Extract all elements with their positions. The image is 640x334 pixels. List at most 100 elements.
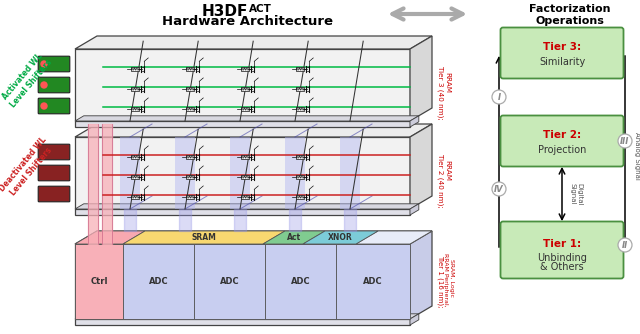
- Bar: [265, 244, 336, 319]
- Polygon shape: [75, 244, 410, 319]
- Circle shape: [492, 90, 506, 104]
- Text: IV: IV: [494, 184, 504, 193]
- Text: ADC: ADC: [363, 277, 383, 286]
- Polygon shape: [75, 314, 419, 319]
- Bar: [131, 175, 140, 179]
- Circle shape: [41, 82, 47, 88]
- Bar: [241, 155, 249, 159]
- Bar: [131, 107, 140, 111]
- Polygon shape: [303, 231, 378, 244]
- Bar: [241, 107, 249, 111]
- Polygon shape: [75, 209, 410, 215]
- Bar: [296, 67, 304, 71]
- Bar: [241, 175, 249, 179]
- Bar: [230, 137, 250, 209]
- FancyBboxPatch shape: [500, 116, 623, 167]
- Bar: [285, 137, 305, 209]
- FancyBboxPatch shape: [38, 144, 70, 160]
- Text: II: II: [622, 240, 628, 249]
- Bar: [340, 137, 360, 209]
- FancyBboxPatch shape: [38, 165, 70, 181]
- Polygon shape: [75, 319, 410, 325]
- Bar: [75, 244, 123, 319]
- Text: H3DF: H3DF: [202, 4, 248, 19]
- Text: Unbinding: Unbinding: [537, 253, 587, 263]
- Text: Act: Act: [287, 233, 301, 242]
- Bar: [296, 175, 304, 179]
- Bar: [296, 107, 304, 111]
- Circle shape: [618, 134, 632, 148]
- Text: & Others: & Others: [540, 262, 584, 272]
- Text: RRAM: RRAM: [444, 72, 450, 94]
- Bar: [296, 195, 304, 199]
- Polygon shape: [75, 36, 432, 49]
- Text: Digital
Signal: Digital Signal: [570, 183, 582, 205]
- Bar: [296, 155, 304, 159]
- Polygon shape: [75, 231, 145, 244]
- Polygon shape: [75, 121, 410, 127]
- Text: Activated WL
Level Shifters: Activated WL Level Shifters: [0, 51, 54, 109]
- FancyBboxPatch shape: [38, 56, 70, 72]
- Text: ADC: ADC: [220, 277, 239, 286]
- Text: Tier 2 (40 nm);: Tier 2 (40 nm);: [437, 155, 444, 208]
- Text: Tier 1:: Tier 1:: [543, 239, 581, 249]
- Polygon shape: [410, 204, 419, 215]
- Text: I: I: [497, 93, 500, 102]
- Text: Deactivated WL
Level Shifters: Deactivated WL Level Shifters: [0, 135, 56, 201]
- Polygon shape: [356, 231, 432, 244]
- Polygon shape: [410, 314, 419, 325]
- Bar: [186, 67, 195, 71]
- Text: Similarity: Similarity: [539, 57, 585, 67]
- Text: Factorization
Operations: Factorization Operations: [529, 4, 611, 26]
- Text: RRAM: RRAM: [444, 161, 450, 181]
- Bar: [120, 137, 140, 209]
- FancyBboxPatch shape: [38, 77, 70, 93]
- Polygon shape: [263, 231, 325, 244]
- Text: ADC: ADC: [148, 277, 168, 286]
- Text: SRAM, Logic: SRAM, Logic: [449, 259, 454, 297]
- Polygon shape: [410, 36, 432, 121]
- Polygon shape: [410, 116, 419, 127]
- Bar: [336, 244, 410, 319]
- Text: Projection: Projection: [538, 145, 586, 155]
- Polygon shape: [75, 204, 419, 209]
- Polygon shape: [75, 49, 410, 121]
- Text: III: III: [620, 137, 630, 146]
- Bar: [131, 155, 140, 159]
- FancyBboxPatch shape: [500, 27, 623, 78]
- Polygon shape: [75, 231, 432, 244]
- Bar: [186, 107, 195, 111]
- Bar: [241, 87, 249, 91]
- Bar: [186, 175, 195, 179]
- Text: ADC: ADC: [291, 277, 310, 286]
- Text: Tier 2:: Tier 2:: [543, 131, 581, 141]
- FancyBboxPatch shape: [500, 221, 623, 279]
- Polygon shape: [410, 124, 432, 209]
- Bar: [194, 244, 265, 319]
- Bar: [296, 87, 304, 91]
- Bar: [241, 67, 249, 71]
- Bar: [131, 87, 140, 91]
- Text: Analog Signal: Analog Signal: [634, 132, 640, 180]
- Bar: [186, 155, 195, 159]
- Circle shape: [618, 238, 632, 252]
- Polygon shape: [75, 116, 419, 121]
- Polygon shape: [75, 124, 432, 137]
- Text: XNOR: XNOR: [328, 233, 353, 242]
- Bar: [175, 137, 195, 209]
- Circle shape: [492, 182, 506, 196]
- Polygon shape: [123, 231, 285, 244]
- Bar: [131, 195, 140, 199]
- Bar: [186, 87, 195, 91]
- Text: Hardware Architecture: Hardware Architecture: [163, 15, 333, 28]
- Text: RRAM Peripheral,: RRAM Peripheral,: [443, 253, 448, 307]
- Bar: [241, 195, 249, 199]
- Text: SRAM: SRAM: [191, 233, 216, 242]
- Bar: [123, 244, 194, 319]
- Text: Ctrl: Ctrl: [90, 277, 108, 286]
- Text: Tier 3 (40 nm);: Tier 3 (40 nm);: [437, 66, 444, 120]
- FancyBboxPatch shape: [38, 98, 70, 114]
- Circle shape: [41, 61, 47, 67]
- Circle shape: [41, 103, 47, 109]
- FancyBboxPatch shape: [38, 186, 70, 202]
